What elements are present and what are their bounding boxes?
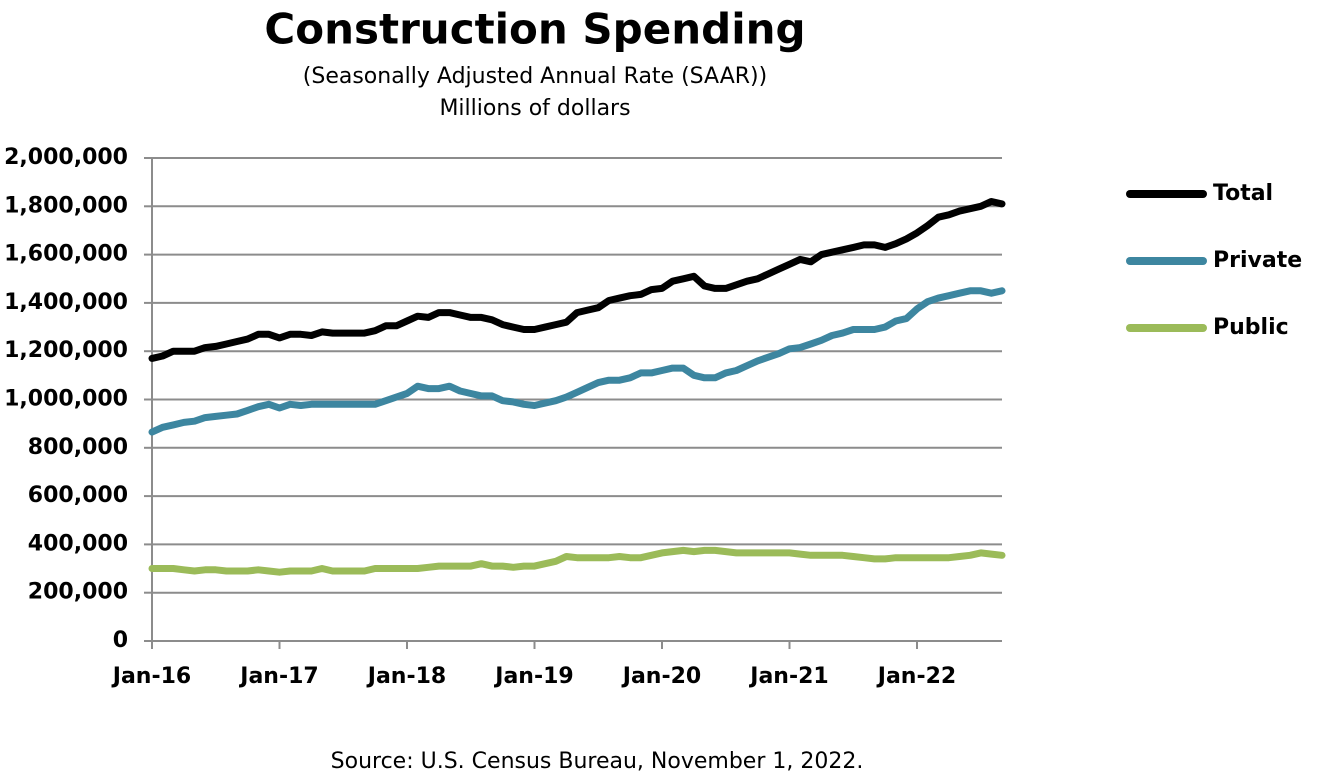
x-tick-label: Jan-20 bbox=[621, 664, 701, 689]
source: Source: U.S. Census Bureau, November 1, … bbox=[331, 749, 864, 774]
y-tick-label: 800,000 bbox=[28, 435, 128, 460]
legend-label: Total bbox=[1213, 181, 1273, 206]
x-tick-label: Jan-19 bbox=[493, 664, 573, 689]
x-tick-label: Jan-18 bbox=[366, 664, 446, 689]
y-tick-label: 0 bbox=[113, 628, 128, 653]
legend-label: Private bbox=[1213, 248, 1302, 273]
chart-subtitle: (Seasonally Adjusted Annual Rate (SAAR)) bbox=[303, 64, 767, 89]
y-tick-label: 200,000 bbox=[28, 580, 128, 605]
legend-label: Public bbox=[1213, 315, 1289, 340]
series-line bbox=[148, 546, 1006, 576]
y-tick-label: 2,000,000 bbox=[4, 145, 128, 170]
x-tick-label: Jan-17 bbox=[238, 664, 318, 689]
y-tick-label: 1,400,000 bbox=[4, 290, 128, 315]
y-tick-label: 1,600,000 bbox=[4, 242, 128, 267]
series-line bbox=[148, 287, 1006, 436]
y-tick-label: 400,000 bbox=[28, 531, 128, 556]
y-axis-label: Millions of dollars bbox=[439, 96, 630, 121]
y-tick-label: 1,000,000 bbox=[4, 387, 128, 412]
chart-title: Construction Spending bbox=[264, 5, 805, 54]
x-tick-label: Jan-22 bbox=[876, 664, 956, 689]
series-line bbox=[148, 198, 1006, 362]
y-tick-label: 600,000 bbox=[28, 483, 128, 508]
x-tick-label: Jan-16 bbox=[111, 664, 191, 689]
x-tick-label: Jan-21 bbox=[748, 664, 828, 689]
y-tick-label: 1,800,000 bbox=[4, 193, 128, 218]
y-tick-label: 1,200,000 bbox=[4, 338, 128, 363]
